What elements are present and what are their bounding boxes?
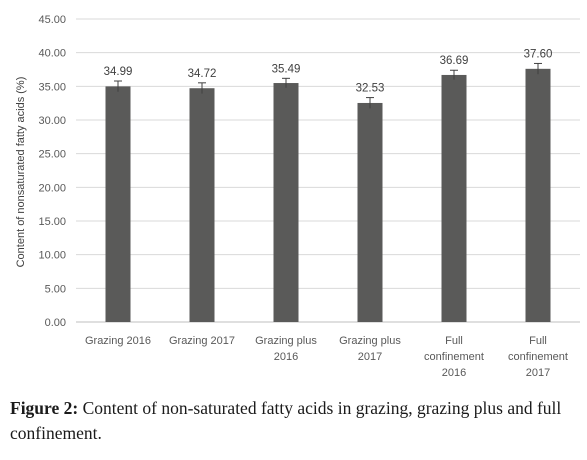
x-tick-label-line: confinement — [508, 351, 568, 363]
x-tick-label-line: 2017 — [526, 367, 550, 379]
x-axis-ticks: Grazing 2016 Grazing 2017 Grazing plus 2016… — [85, 335, 568, 379]
data-label: 37.60 — [524, 48, 553, 60]
bar — [273, 83, 299, 322]
error-bar — [534, 62, 542, 75]
y-tick-label: 5.00 — [45, 283, 66, 295]
bar-chart: Content of nonsaturated fatty acids (%) … — [15, 14, 580, 379]
error-bar — [282, 77, 290, 88]
y-tick-label: 25.00 — [38, 149, 66, 161]
x-tick-label: Full confinement 2017 — [508, 335, 568, 379]
x-tick-label-line: 2016 — [274, 351, 298, 363]
y-tick-label: 30.00 — [38, 115, 66, 127]
data-label: 34.72 — [188, 68, 217, 80]
data-label: 32.53 — [356, 83, 385, 95]
x-tick-label-line: Full — [445, 335, 463, 347]
figure-caption: Figure 2: Content of non-saturated fatty… — [10, 396, 580, 446]
data-label: 36.69 — [440, 55, 469, 67]
bar — [357, 102, 383, 323]
figure-label: Figure 2: — [10, 398, 79, 418]
y-tick-label: 45.00 — [38, 14, 66, 26]
error-bar — [114, 80, 122, 92]
x-tick-label-line: Grazing plus — [339, 335, 401, 347]
error-bar — [366, 97, 374, 109]
bar — [441, 74, 467, 322]
x-tick-label: Grazing 2017 — [169, 335, 235, 347]
bar — [189, 88, 215, 323]
x-tick-label-line: Grazing 2016 — [85, 335, 151, 347]
x-tick-label: Grazing plus 2017 — [339, 335, 401, 363]
x-tick-label-line: confinement — [424, 351, 484, 363]
x-tick-label: Grazing plus 2016 — [255, 335, 317, 363]
bars — [105, 68, 551, 323]
y-tick-label: 20.00 — [38, 182, 66, 194]
figure-caption-text: Content of non-saturated fatty acids in … — [10, 398, 562, 443]
y-tick-label: 15.00 — [38, 216, 66, 228]
data-label: 35.49 — [272, 63, 301, 75]
error-bar — [198, 82, 206, 94]
y-tick-label: 35.00 — [38, 81, 66, 93]
x-tick-label-line: Grazing plus — [255, 335, 317, 347]
y-tick-label: 0.00 — [45, 317, 66, 329]
x-tick-label-line: Grazing 2017 — [169, 335, 235, 347]
error-bar — [450, 69, 458, 80]
gridlines — [76, 18, 580, 323]
y-tick-label: 10.00 — [38, 250, 66, 262]
x-tick-label-line: 2016 — [442, 367, 466, 379]
bar — [105, 86, 131, 322]
y-tick-label: 40.00 — [38, 48, 66, 60]
data-label: 34.99 — [104, 66, 133, 78]
y-axis-label: Content of nonsaturated fatty acids (%) — [15, 77, 27, 268]
x-tick-label: Grazing 2016 — [85, 335, 151, 347]
x-tick-label-line: Full — [529, 335, 547, 347]
y-axis-ticks: 0.00 5.00 10.00 15.00 20.00 25.00 30.00 35.00 40… — [38, 14, 66, 329]
bar — [525, 68, 551, 323]
error-bars — [114, 62, 542, 109]
data-labels: 34.99 34.72 35.49 32.53 36.69 37.60 — [104, 48, 553, 94]
x-tick-label-line: 2017 — [358, 351, 382, 363]
x-tick-label: Full confinement 2016 — [424, 335, 484, 379]
